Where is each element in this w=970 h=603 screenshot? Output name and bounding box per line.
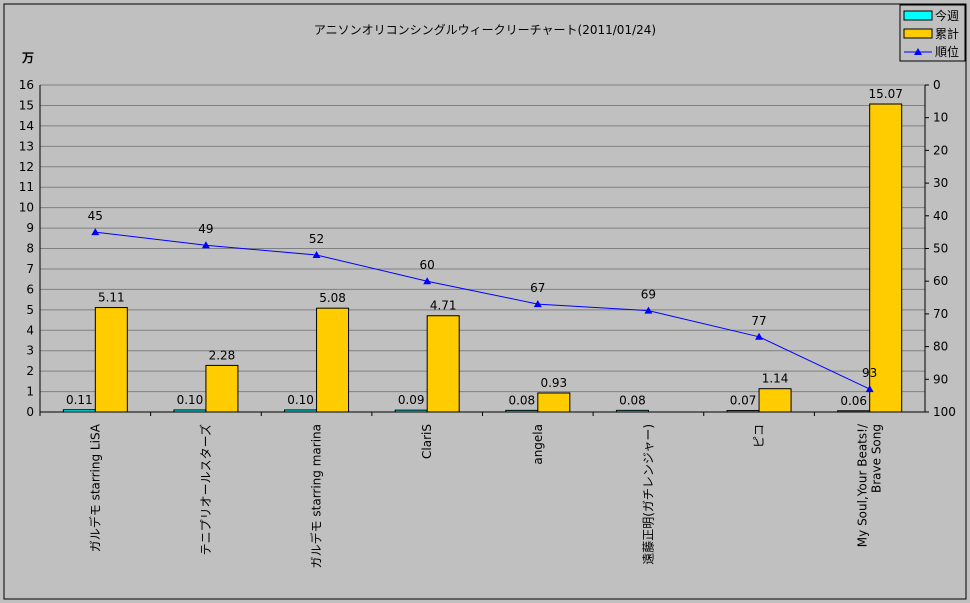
data-label-weekly: 0.10: [287, 393, 314, 407]
legend-swatch-weekly: [903, 10, 933, 21]
y-tick-label: 3: [26, 344, 34, 358]
y-tick-label: 2: [26, 364, 34, 378]
y-tick-label: 5: [26, 303, 34, 317]
data-label-total: 1.14: [762, 372, 789, 386]
y-tick-label: 0: [26, 405, 34, 419]
data-label-total: 4.71: [430, 299, 457, 313]
y-tick-label: 11: [19, 180, 34, 194]
rank-line: [95, 231, 870, 390]
legend-label-total: 累計: [935, 26, 959, 41]
data-label-total: 2.28: [209, 348, 236, 362]
data-label-weekly: 0.08: [508, 393, 535, 407]
y-tick-label: 8: [26, 242, 34, 256]
y-tick-label: 4: [26, 323, 34, 337]
x-tick-label: angela: [531, 424, 545, 465]
x-tick-label: ピコ: [752, 424, 766, 448]
bar-total: [205, 364, 239, 413]
legend-label-weekly: 今週: [935, 8, 959, 23]
data-label-rank: 93: [862, 366, 877, 380]
data-label-rank: 52: [309, 232, 324, 246]
y2-tick-label: 80: [933, 340, 948, 354]
y-tick-label: 16: [19, 78, 34, 92]
rank-marker: [865, 385, 874, 393]
rank-marker: [755, 332, 764, 340]
data-label-weekly: 0.06: [840, 394, 867, 408]
legend-label-rank: 順位: [935, 44, 959, 59]
bar-total: [316, 307, 350, 413]
data-label-weekly: 0.09: [398, 393, 425, 407]
data-label-weekly: 0.08: [619, 393, 646, 407]
rank-marker: [91, 228, 100, 236]
y2-tick-label: 90: [933, 372, 948, 386]
rank-marker: [644, 306, 653, 314]
bar-total: [869, 103, 903, 413]
y-tick-label: 10: [19, 201, 34, 215]
data-label-total: 15.07: [869, 87, 903, 101]
y-axis-unit: 万: [21, 51, 34, 65]
bar-weekly: [173, 409, 207, 413]
y-tick-label: 14: [19, 119, 34, 133]
data-label-rank: 60: [420, 258, 435, 272]
y-tick-label: 6: [26, 282, 34, 296]
x-tick-label: ガルデモ starring marina: [309, 424, 324, 568]
y2-tick-label: 60: [933, 274, 948, 288]
y-tick-label: 1: [26, 385, 34, 399]
bar-weekly: [505, 409, 539, 413]
bar-total: [426, 315, 460, 413]
data-label-rank: 77: [751, 314, 766, 328]
bar-weekly: [394, 409, 428, 413]
y2-tick-label: 0: [933, 78, 941, 92]
y2-tick-label: 10: [933, 111, 948, 125]
bar-weekly: [62, 409, 96, 413]
y2-tick-label: 100: [933, 405, 956, 419]
bar-weekly: [726, 410, 760, 413]
data-label-rank: 45: [88, 209, 103, 223]
y-tick-label: 9: [26, 221, 34, 235]
y2-tick-label: 50: [933, 242, 948, 256]
rank-marker: [201, 241, 210, 249]
y2-tick-label: 70: [933, 307, 948, 321]
bar-total: [537, 392, 571, 413]
y-tick-label: 7: [26, 262, 34, 276]
chart-title: アニソンオリコンシングルウィークリーチャート(2011/01/24): [314, 23, 656, 37]
rank-marker: [312, 251, 321, 259]
data-label-rank: 49: [198, 222, 213, 236]
x-tick-label: Brave Song: [870, 424, 884, 493]
rank-marker: [533, 300, 542, 308]
y-tick-label: 15: [19, 98, 34, 112]
chart-border: [3, 3, 967, 600]
y-tick-label: 12: [19, 160, 34, 174]
data-label-rank: 69: [641, 288, 656, 302]
bar-weekly: [837, 410, 871, 413]
data-label-weekly: 0.10: [177, 393, 204, 407]
x-tick-label: My Soul,Your Beats!/: [856, 423, 870, 547]
legend-marker-rank: [914, 48, 922, 55]
bar-weekly: [615, 409, 649, 413]
x-tick-label: ガルデモ starring LiSA: [87, 423, 102, 552]
y-tick-label: 13: [19, 139, 34, 153]
bar-total: [94, 307, 128, 413]
x-tick-label: ClariS: [420, 424, 434, 459]
legend-swatch-total: [903, 28, 933, 39]
bar-weekly: [284, 409, 318, 413]
x-tick-label: テニプリオールスターズ: [198, 424, 213, 555]
bar-total: [758, 388, 792, 413]
data-label-weekly: 0.11: [66, 393, 93, 407]
x-tick-label: 遠藤正明(ガチレンジャー): [641, 424, 655, 565]
data-label-rank: 67: [530, 281, 545, 295]
data-label-weekly: 0.07: [730, 394, 757, 408]
y2-tick-label: 40: [933, 209, 948, 223]
data-label-total: 0.93: [540, 376, 567, 390]
data-label-total: 5.08: [319, 291, 346, 305]
y2-tick-label: 20: [933, 143, 948, 157]
data-label-total: 5.11: [98, 291, 125, 305]
rank-marker: [423, 277, 432, 285]
y2-tick-label: 30: [933, 176, 948, 190]
